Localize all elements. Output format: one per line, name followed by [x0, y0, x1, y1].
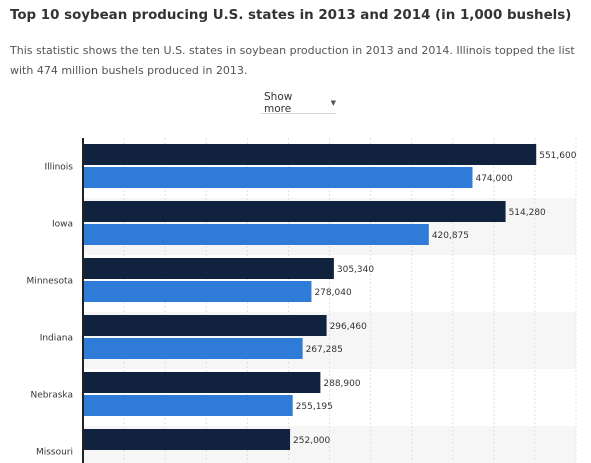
data-label: 255,195 — [296, 402, 333, 412]
bar — [83, 224, 429, 245]
bar-chart: 551,600 474,000 Illinois 514,280 420,875 Iowa… — [27, 138, 577, 463]
data-label: 474,000 — [475, 174, 512, 184]
category-label: Minnesota — [27, 277, 73, 287]
bar — [83, 281, 312, 302]
bar — [83, 395, 293, 416]
bar — [83, 201, 506, 222]
data-label: 296,460 — [330, 322, 367, 332]
data-label: 288,900 — [323, 379, 360, 389]
category-label: Missouri — [36, 448, 73, 458]
data-label: 551,600 — [539, 151, 576, 161]
bar — [83, 144, 537, 165]
category-label: Indiana — [40, 334, 73, 344]
bar — [83, 167, 473, 188]
data-label: 514,280 — [509, 208, 546, 218]
bar — [83, 338, 303, 359]
chevron-down-icon: ▼ — [330, 98, 336, 107]
bar — [83, 372, 321, 393]
category-label: Nebraska — [31, 391, 73, 401]
show-more-button[interactable]: Show more ▼ — [260, 90, 336, 115]
chart-description: This statistic shows the ten U.S. states… — [10, 44, 575, 77]
chart-title: Top 10 soybean producing U.S. states in … — [10, 8, 572, 23]
show-more-label: Show more — [264, 90, 293, 115]
data-label: 420,875 — [432, 231, 469, 241]
bar — [83, 258, 334, 279]
bar — [83, 429, 291, 450]
data-label: 278,040 — [314, 288, 351, 298]
data-label: 252,000 — [293, 436, 330, 446]
category-label: Iowa — [52, 220, 73, 230]
bar — [83, 315, 327, 336]
data-label: 305,340 — [337, 265, 374, 275]
category-label: Illinois — [44, 163, 73, 173]
data-label: 267,285 — [306, 345, 343, 355]
